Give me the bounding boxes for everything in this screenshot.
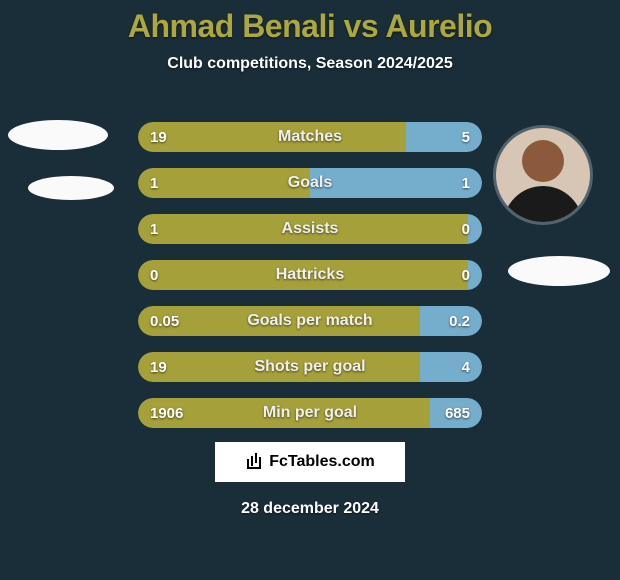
logo-box: FcTables.com [215,442,405,482]
ellipse-decoration [508,256,610,286]
stat-row: 0.050.2Goals per match [138,306,482,336]
stat-rows: 195Matches 11Goals 10Assists 00Hattricks 0.0… [138,122,482,444]
logo-text: FcTables.com [269,453,375,471]
avatar-body [503,186,583,222]
stat-row: 195Matches [138,122,482,152]
metric-label: Shots per goal [138,352,482,382]
stat-row: 194Shots per goal [138,352,482,382]
date-label: 28 december 2024 [0,500,620,518]
fctables-icon [245,453,263,471]
stat-row: 00Hattricks [138,260,482,290]
metric-label: Matches [138,122,482,152]
stat-row: 1906685Min per goal [138,398,482,428]
metric-label: Assists [138,214,482,244]
metric-label: Goals [138,168,482,198]
comparison-infographic: Ahmad Benali vs Aurelio Club competition… [0,0,620,580]
ellipse-decoration [28,176,114,200]
stat-row: 10Assists [138,214,482,244]
avatar [496,128,590,222]
page-title: Ahmad Benali vs Aurelio [0,0,620,45]
ellipse-decoration [8,120,108,150]
subtitle: Club competitions, Season 2024/2025 [0,55,620,73]
stat-row: 11Goals [138,168,482,198]
metric-label: Min per goal [138,398,482,428]
metric-label: Goals per match [138,306,482,336]
avatar-head [522,140,564,182]
metric-label: Hattricks [138,260,482,290]
